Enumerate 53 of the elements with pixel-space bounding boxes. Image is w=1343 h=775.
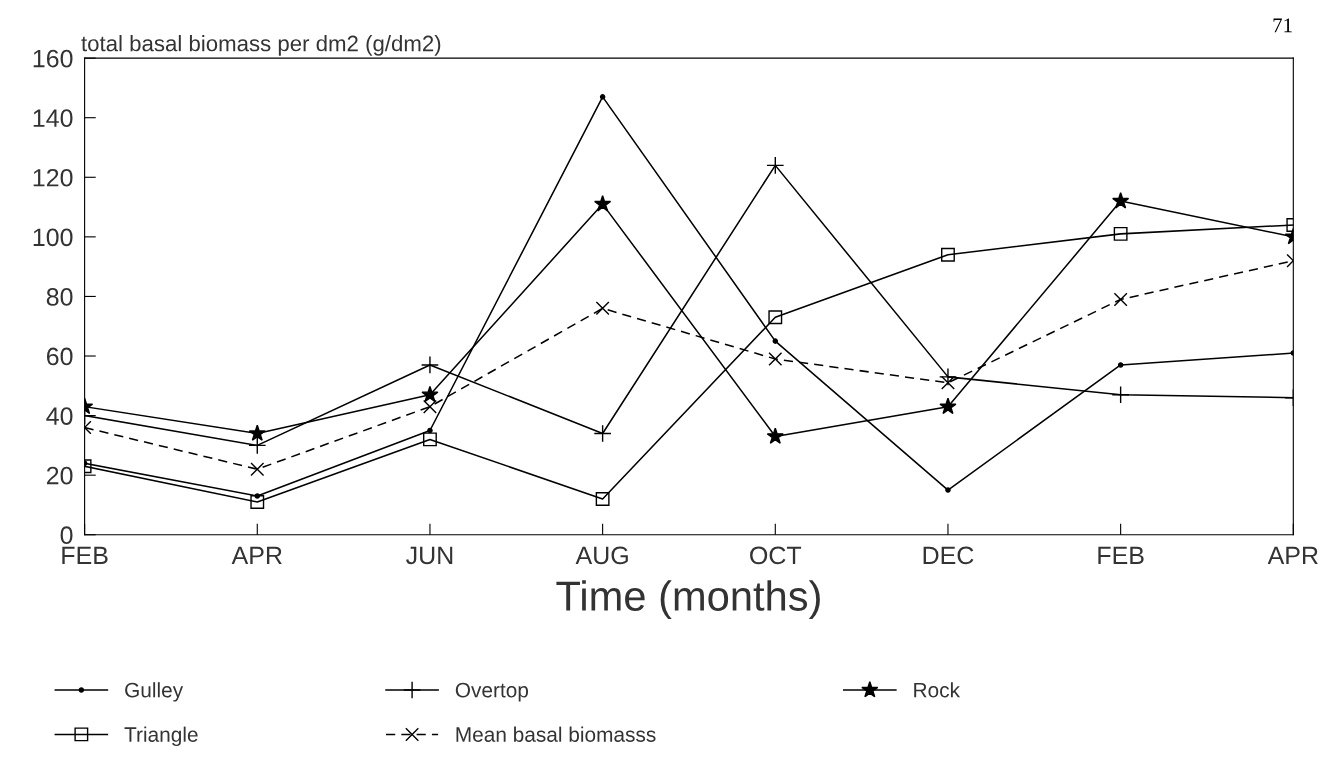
legend-label: Mean basal biomasss xyxy=(456,726,656,742)
legend-label: Overtop xyxy=(455,682,529,702)
point xyxy=(250,462,265,477)
y-tick-label: 160 xyxy=(33,49,73,68)
x-tick-label: FEB xyxy=(1098,546,1144,564)
y-tick-label: 80 xyxy=(46,288,73,306)
point xyxy=(420,355,439,374)
point xyxy=(1117,362,1124,368)
point xyxy=(248,424,266,441)
x-tick-label: JUN xyxy=(406,546,453,565)
point xyxy=(766,427,784,444)
point xyxy=(595,301,610,316)
y-tick-label: 40 xyxy=(46,407,73,425)
point xyxy=(593,424,612,443)
y-tick-label: 60 xyxy=(46,347,73,366)
point xyxy=(423,432,437,447)
point xyxy=(945,487,951,493)
x-tick-label: FEB xyxy=(62,546,108,564)
y-tick-label: 140 xyxy=(33,109,73,128)
x-tick-label: DEC xyxy=(923,546,974,565)
legend-label: Gulley xyxy=(125,682,184,702)
point xyxy=(599,94,606,100)
point xyxy=(250,495,265,509)
point xyxy=(248,436,267,455)
point xyxy=(1111,385,1130,404)
x-axis-title: Time (months) xyxy=(556,580,820,620)
point xyxy=(768,352,783,366)
y-tick-label: 0 xyxy=(60,526,73,545)
text: 71 xyxy=(1273,18,1292,33)
y-tick-label: 120 xyxy=(33,168,73,187)
point xyxy=(595,492,610,506)
point xyxy=(941,375,955,390)
point xyxy=(421,385,439,403)
point xyxy=(1113,292,1128,307)
point xyxy=(939,397,957,415)
point xyxy=(423,399,437,414)
point xyxy=(766,156,785,175)
point xyxy=(772,338,779,344)
x-tick-label: APR xyxy=(1267,546,1318,564)
point xyxy=(594,195,612,212)
legend-label: Triangle xyxy=(124,726,198,747)
point xyxy=(1113,226,1128,241)
y-tick-label: 20 xyxy=(46,466,73,485)
point xyxy=(768,310,783,325)
legend-label: Rock xyxy=(914,682,961,698)
x-tick-label: APR xyxy=(231,546,282,564)
point xyxy=(1112,192,1130,209)
x-tick-label: OCT xyxy=(750,546,802,565)
point xyxy=(938,367,957,386)
y-tick-label: 100 xyxy=(33,228,73,247)
y-axis-title: total basal biomass per dm2 (g/dm2) xyxy=(81,35,441,56)
point xyxy=(941,247,955,262)
x-tick-label: AUG xyxy=(575,546,628,565)
